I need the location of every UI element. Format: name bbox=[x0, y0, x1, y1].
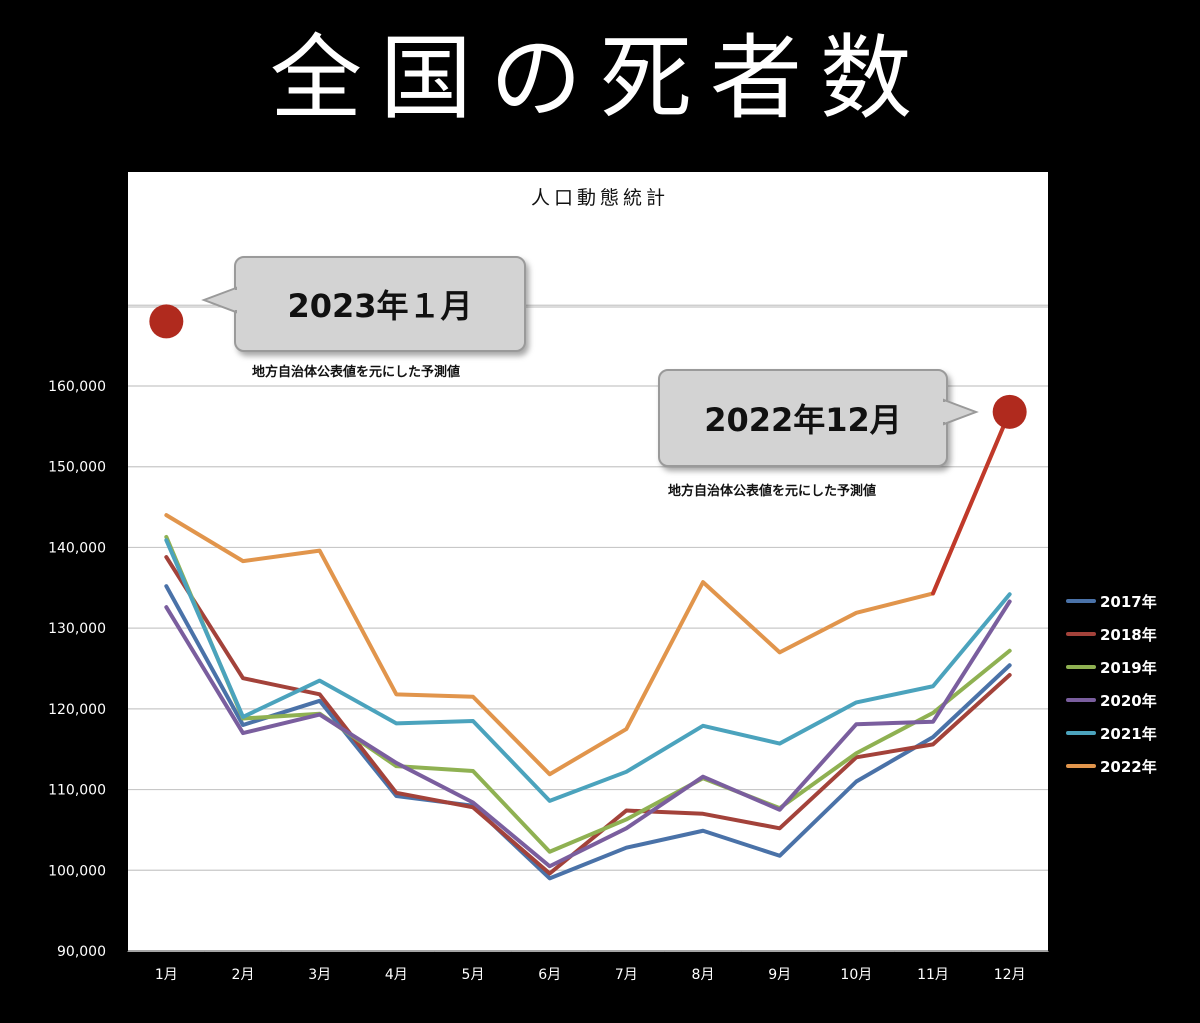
y-tick-label: 150,000 bbox=[48, 460, 106, 476]
x-tick-label: 9月 bbox=[768, 967, 791, 983]
x-tick-label: 6月 bbox=[538, 967, 561, 983]
axis-label-background bbox=[0, 366, 128, 966]
annotation-2022-note: 地方自治体公表値を元にした予測値 bbox=[668, 484, 877, 499]
x-tick-label: 10月 bbox=[840, 967, 872, 983]
y-tick-label: 130,000 bbox=[48, 621, 106, 637]
y-tick-label: 160,000 bbox=[48, 379, 106, 395]
marker-2022-dec bbox=[992, 394, 1027, 429]
legend-swatch bbox=[1066, 731, 1096, 735]
annotation-2023-label: 2023年１月 bbox=[287, 287, 473, 325]
annotation-2022-pointer bbox=[940, 398, 979, 426]
legend-swatch bbox=[1066, 599, 1096, 603]
annotation-2023-note: 地方自治体公表値を元にした予測値 bbox=[252, 365, 461, 380]
legend-item: 2018年 bbox=[1066, 623, 1157, 645]
page-title: 全国の死者数 bbox=[269, 25, 930, 132]
annotation-2022-label: 2022年12月 bbox=[704, 401, 902, 439]
legend-item: 2020年 bbox=[1066, 689, 1157, 711]
series-line-2022年 bbox=[164, 409, 1012, 777]
legend-label: 2022年 bbox=[1100, 757, 1157, 776]
x-tick-label: 4月 bbox=[385, 967, 408, 983]
x-tick-label: 11月 bbox=[917, 967, 949, 983]
x-tick-label: 8月 bbox=[692, 967, 715, 983]
legend-label: 2019年 bbox=[1100, 658, 1157, 677]
y-tick-label: 140,000 bbox=[48, 540, 106, 556]
series-line-2018年 bbox=[164, 555, 1012, 876]
legend-label: 2018年 bbox=[1100, 625, 1157, 644]
x-tick-label: 7月 bbox=[615, 967, 638, 983]
x-tick-label: 12月 bbox=[994, 967, 1026, 983]
legend-swatch bbox=[1066, 665, 1096, 669]
y-tick-label: 110,000 bbox=[48, 783, 106, 799]
x-tick-label: 5月 bbox=[462, 967, 485, 983]
legend-swatch bbox=[1066, 764, 1096, 768]
annotation-2023-callout: 2023年１月 bbox=[234, 256, 526, 352]
projection-segment bbox=[931, 409, 1012, 596]
x-tick-label: 2月 bbox=[232, 967, 255, 983]
annotation-2022-callout: 2022年12月 bbox=[658, 369, 948, 467]
series-line-2020年 bbox=[164, 599, 1012, 869]
x-tick-label: 3月 bbox=[308, 967, 331, 983]
legend-item: 2022年 bbox=[1066, 755, 1157, 777]
legend-label: 2017年 bbox=[1100, 592, 1157, 611]
x-tick-label: 1月 bbox=[155, 967, 178, 983]
legend-item: 2021年 bbox=[1066, 722, 1157, 744]
series-line-2021年 bbox=[164, 538, 1012, 803]
marker-2023-jan bbox=[149, 304, 184, 339]
legend-item: 2019年 bbox=[1066, 656, 1157, 678]
y-tick-label: 120,000 bbox=[48, 702, 106, 718]
legend-swatch bbox=[1066, 632, 1096, 636]
y-tick-label: 90,000 bbox=[57, 944, 106, 960]
legend-swatch bbox=[1066, 698, 1096, 702]
x-label-background bbox=[0, 952, 1200, 1023]
y-tick-label: 100,000 bbox=[48, 863, 106, 879]
series-line-2019年 bbox=[164, 534, 1012, 854]
chart-title: 人口動態統計 bbox=[531, 187, 669, 209]
legend-item: 2017年 bbox=[1066, 590, 1157, 612]
series-line-2017年 bbox=[164, 584, 1012, 881]
annotation-2023-pointer bbox=[201, 286, 240, 314]
legend-label: 2020年 bbox=[1100, 691, 1157, 710]
legend-label: 2021年 bbox=[1100, 724, 1157, 743]
